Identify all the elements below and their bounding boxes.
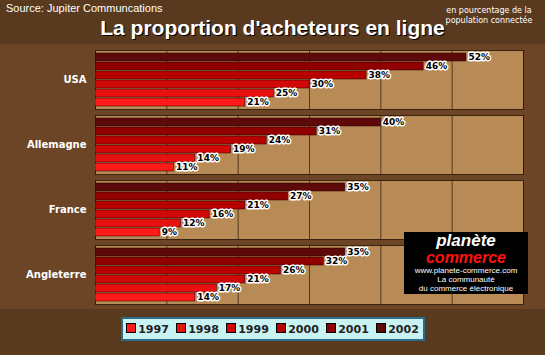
svg-text:35%: 35% xyxy=(347,247,369,257)
html-text:1998: 1998 xyxy=(188,322,219,336)
html-text:2001: 2001 xyxy=(338,322,369,336)
svg-text:31%: 31% xyxy=(319,126,341,136)
svg-text:52%: 52% xyxy=(468,52,490,62)
svg-text:27%: 27% xyxy=(290,191,312,201)
svg-text:Angleterre: Angleterre xyxy=(26,269,87,280)
html-text:1999: 1999 xyxy=(238,322,269,336)
html-text:2002: 2002 xyxy=(388,322,419,336)
svg-text:14%: 14% xyxy=(197,153,219,163)
svg-text:19%: 19% xyxy=(233,144,255,154)
svg-text:25%: 25% xyxy=(276,88,298,98)
html-text:2000: 2000 xyxy=(288,322,319,336)
svg-text:35%: 35% xyxy=(347,182,369,192)
svg-text:17%: 17% xyxy=(219,283,241,293)
svg-text:32%: 32% xyxy=(326,256,348,266)
html-text:La proportion d'acheteurs en l: La proportion d'acheteurs en ligne xyxy=(100,16,445,39)
svg-text:30%: 30% xyxy=(312,79,334,89)
svg-text:38%: 38% xyxy=(369,70,391,80)
svg-text:21%: 21% xyxy=(247,97,269,107)
svg-text:21%: 21% xyxy=(247,200,269,210)
svg-text:24%: 24% xyxy=(269,135,291,145)
svg-text:16%: 16% xyxy=(212,209,234,219)
svg-text:14%: 14% xyxy=(197,292,219,302)
svg-text:21%: 21% xyxy=(247,274,269,284)
svg-text:46%: 46% xyxy=(426,61,448,71)
html-text:Source: Jupiter Communcations: Source: Jupiter Communcations xyxy=(6,2,163,14)
svg-text:26%: 26% xyxy=(283,265,305,275)
svg-text:Allemagne: Allemagne xyxy=(27,139,87,150)
svg-text:9%: 9% xyxy=(162,227,177,237)
html-text:commerce: commerce xyxy=(426,249,506,266)
html-text:www.planete-commerce.com: www.planete-commerce.com xyxy=(414,266,518,275)
html-text:1997: 1997 xyxy=(138,322,169,336)
svg-text:11%: 11% xyxy=(176,162,198,172)
html-text:du commerce électronique: du commerce électronique xyxy=(418,284,514,293)
html-text:en pourcentage de la populatio: en pourcentage de la population connecté… xyxy=(445,6,533,25)
svg-text:40%: 40% xyxy=(383,117,405,127)
html-text:La communauté: La communauté xyxy=(437,275,495,284)
svg-text:France: France xyxy=(49,204,87,215)
svg-text:USA: USA xyxy=(63,74,86,85)
svg-text:12%: 12% xyxy=(183,218,205,228)
html-text:planète: planète xyxy=(436,231,496,250)
